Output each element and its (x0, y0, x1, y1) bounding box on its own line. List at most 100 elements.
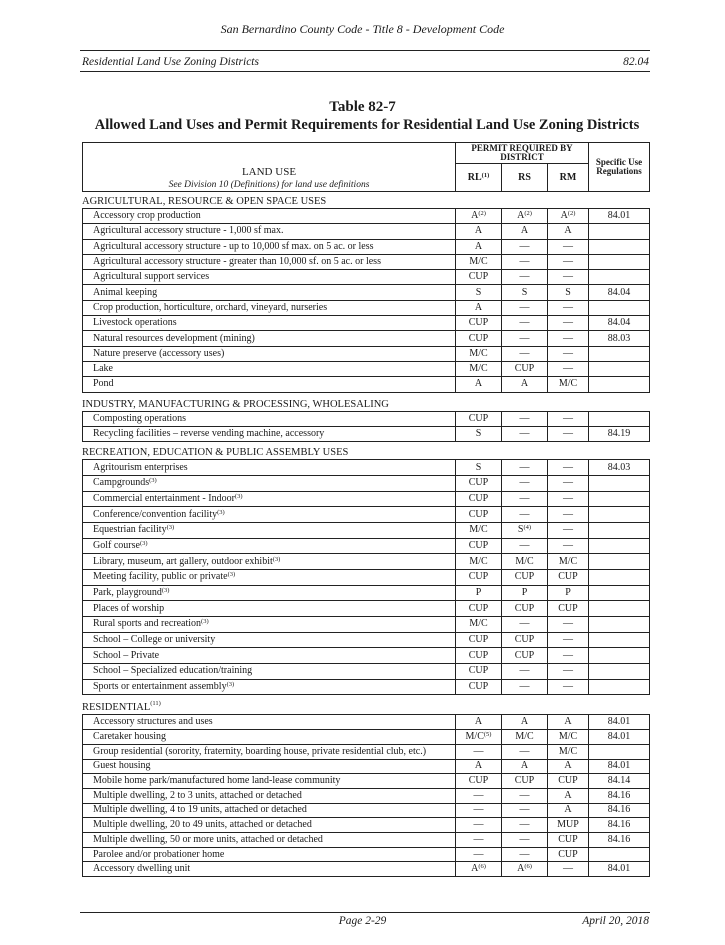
permit-cell-rs: CUP (501, 568, 548, 586)
cell-text: CUP (514, 602, 535, 614)
specific-use-cell (588, 846, 650, 863)
cell-text: Accessory dwelling unit (93, 863, 191, 875)
land-use-cell: Accessory dwelling unit (82, 861, 456, 878)
cell-text: M/C (515, 731, 534, 742)
table-row: Places of worship CUP CUP CUP (82, 600, 650, 618)
table-row: Caretaker housing M/C(5) M/C M/C 84.01 (82, 729, 650, 745)
cell-text: Pond (93, 378, 114, 390)
permit-cell-rm: — (547, 299, 589, 317)
table-row: Equestrian facility(3) M/C S(4) — (82, 521, 650, 539)
permit-cell-rm: CUP (547, 568, 589, 586)
permit-cell-rm: — (547, 678, 589, 696)
cell-text: CUP (468, 477, 489, 489)
cell-text: — (473, 819, 484, 831)
cell-text: A (474, 301, 483, 313)
land-use-cell: Accessory structures and uses (82, 714, 456, 731)
section-title-text: RECREATION, EDUCATION & PUBLIC ASSEMBLY … (82, 447, 349, 459)
cell-text: A (520, 760, 529, 772)
cell-text: CUP (558, 571, 578, 583)
table-row: Multiple dwelling, 4 to 19 units, attach… (82, 802, 650, 819)
cell-text: P (565, 587, 571, 598)
specific-use-cell: 84.16 (588, 787, 650, 804)
cell-text: CUP (514, 571, 535, 583)
cell-text: CUP (514, 775, 535, 787)
cell-text: — (519, 332, 530, 344)
footnote-ref: (1) (481, 171, 490, 179)
permit-cell-rs: — (501, 253, 548, 271)
permit-cell-rm: — (547, 330, 589, 347)
permit-cell-rs: M/C (501, 729, 548, 745)
land-use-header: LAND USE See Division 10 (Definitions) f… (82, 142, 456, 192)
permit-cell-rm: A(2) (547, 207, 589, 225)
permit-cell-rm: MUP (547, 817, 589, 833)
permit-cell-rm: — (547, 410, 589, 427)
table-row: Nature preserve (accessory uses) M/C — — (82, 345, 650, 362)
land-use-cell: Accessory crop production (82, 207, 456, 225)
specific-use-cell: 84.04 (588, 284, 650, 301)
permit-cell-rl: CUP (455, 647, 502, 665)
permit-cell-rl: M/C (455, 521, 502, 539)
table-row: Agricultural support services CUP — — (82, 269, 650, 286)
permit-cell-rl: CUP (455, 773, 502, 789)
cell-text: — (519, 618, 530, 630)
section-title-text: RESIDENTIAL (82, 702, 151, 714)
permit-cell-rl: A(2) (455, 207, 502, 225)
permit-cell-rl: CUP (455, 330, 502, 347)
table-row: Lake M/C CUP — (82, 360, 650, 378)
permit-cell-rl: M/C (455, 345, 502, 362)
land-use-cell: Meeting facility, public or private(3) (82, 568, 456, 586)
cell-text: Sports or entertainment assembly (93, 681, 227, 693)
cell-text: A (474, 760, 483, 772)
cell-text: — (563, 618, 573, 630)
specific-use-cell (588, 299, 650, 317)
cell-text: P (521, 587, 528, 598)
permit-cell-rs: — (501, 846, 548, 863)
cell-text: — (473, 745, 484, 757)
cell-text: — (519, 804, 530, 816)
cell-text: CUP (558, 602, 578, 614)
section-table: Accessory structures and uses A A A 84.01 Car… (82, 714, 650, 878)
land-use-cell: Caretaker housing (82, 729, 456, 745)
land-use-cell: Crop production, horticulture, orchard, … (82, 299, 456, 317)
permit-cell-rs: — (501, 410, 548, 427)
permit-cell-rs: CUP (501, 773, 548, 789)
permit-cell-rs: — (501, 330, 548, 347)
cell-text: — (563, 363, 573, 375)
permit-cell-rm: S (547, 284, 589, 301)
cell-text: Accessory structures and uses (93, 716, 213, 728)
footnote-ref: (3) (234, 492, 243, 500)
chapter-number: 82.04 (623, 56, 649, 68)
specific-use-cell: 88.03 (588, 330, 650, 347)
permit-cell-rs: — (501, 787, 548, 804)
cell-text: A (474, 378, 483, 390)
land-use-cell: Mobile home park/manufactured home land-… (82, 773, 456, 789)
specific-use-cell (588, 521, 650, 539)
table-row: Golf course(3) CUP — — (82, 537, 650, 555)
permit-cell-rm: — (547, 425, 589, 443)
permit-cell-rs: M/C (501, 553, 548, 570)
specific-use-cell: 84.19 (588, 425, 650, 443)
permit-cell-rl: — (455, 817, 502, 833)
cell-text: — (563, 508, 573, 520)
cell-text: M/C (469, 524, 488, 536)
specific-use-header: Specific Use Regulations (588, 142, 651, 192)
permit-cell-rl: S (455, 459, 502, 476)
table-row: Agricultural accessory structure - up to… (82, 238, 650, 255)
permit-cell-rs: A (501, 376, 548, 393)
subheader-rule (80, 71, 650, 72)
cell-text: Guest housing (93, 760, 151, 772)
permit-cell-rl: S (455, 425, 502, 443)
cell-text: A (517, 210, 525, 222)
cell-text: M/C (558, 555, 578, 567)
cell-text: S (521, 286, 528, 298)
permit-cell-rs: — (501, 802, 548, 819)
cell-text: M/C (558, 745, 578, 757)
cell-text: School – Private (93, 649, 160, 661)
cell-text: Conference/convention facility (93, 508, 218, 520)
specific-use-cell: 84.01 (588, 758, 650, 775)
footnote-ref: (2) (524, 210, 532, 218)
specific-use-cell: 84.01 (588, 729, 650, 745)
permit-cell-rs: S (501, 284, 548, 301)
cell-text: Parolee and/or probationer home (93, 848, 225, 860)
permit-cell-rl: A (455, 299, 502, 317)
